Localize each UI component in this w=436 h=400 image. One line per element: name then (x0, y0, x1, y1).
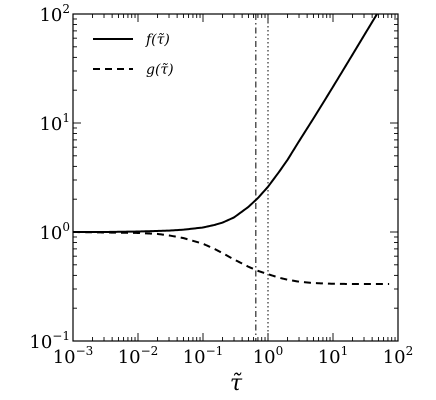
x-tick-label: 101 (318, 344, 349, 368)
series-lines (73, 14, 390, 286)
series-line-f (73, 14, 379, 233)
y-tick-labels: 10−1 100 101 102 (29, 2, 70, 353)
y-tick-label: 101 (39, 111, 70, 135)
x-tick-label: 102 (383, 344, 414, 368)
legend: f(τ̃) g(τ̃) (93, 32, 174, 78)
y-tick-label: 100 (39, 220, 70, 244)
x-tick-label: 10−3 (53, 344, 94, 368)
x-axis-title: τ̃ (230, 371, 243, 396)
x-tick-labels: 10−3 10−2 10−1 100 101 102 (53, 344, 414, 368)
x-tick-label: 100 (253, 344, 284, 368)
y-tick-label: 10−1 (29, 329, 70, 353)
axis-ticks (72, 13, 399, 342)
y-tick-label: 102 (39, 2, 70, 26)
x-tick-label: 10−1 (183, 344, 224, 368)
series-line-g (73, 231, 390, 286)
x-tick-label: 10−2 (118, 344, 159, 368)
reference-lines (255, 14, 269, 341)
legend-label: f(τ̃) (145, 32, 170, 48)
plot-frame (72, 13, 399, 342)
legend-label: g(τ̃) (146, 62, 174, 78)
